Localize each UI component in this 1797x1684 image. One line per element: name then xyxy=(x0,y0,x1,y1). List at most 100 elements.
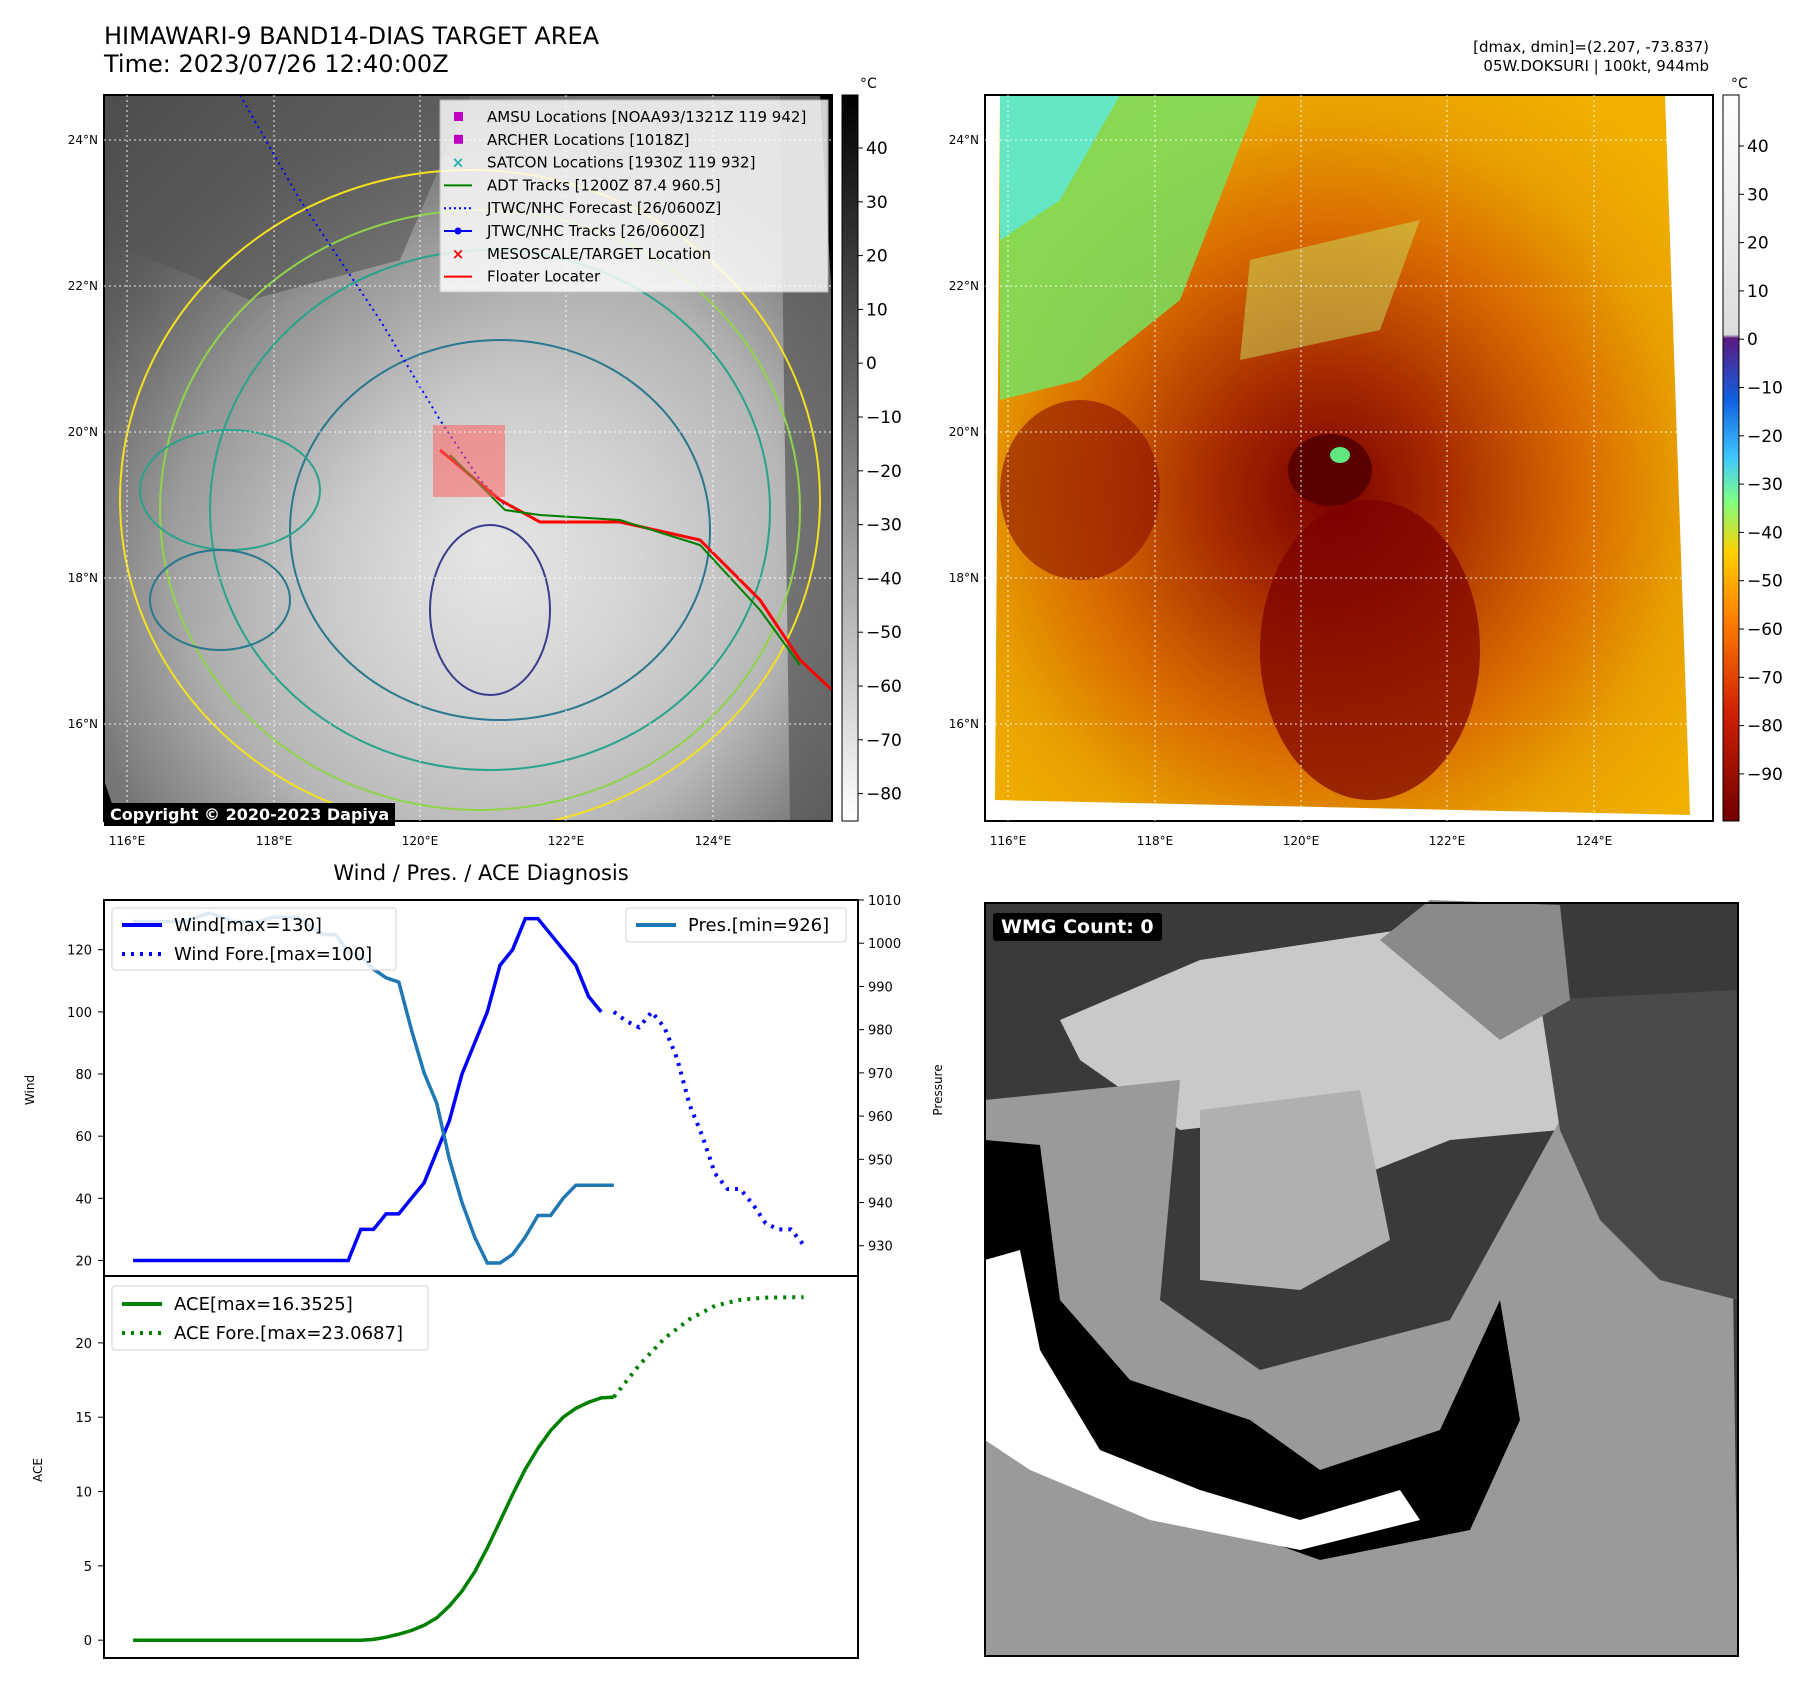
legend-label: Wind[max=130] xyxy=(174,915,322,936)
series-line xyxy=(133,916,603,1263)
lat-tick-label: 24°N xyxy=(949,133,979,147)
lon-tick-label: 124°E xyxy=(1576,834,1613,848)
wind-y-tick-label: 60 xyxy=(75,1130,92,1145)
color-cb-tick-label: 0 xyxy=(1747,330,1758,350)
legend-box xyxy=(625,907,847,943)
legend-label: Wind Fore.[max=100] xyxy=(174,944,372,965)
lat-tick-label: 16°N xyxy=(949,717,979,731)
series-line xyxy=(612,1295,804,1399)
legend-label: ACE[max=16.3525] xyxy=(174,1294,353,1315)
wind-y-tick-label: 120 xyxy=(67,944,92,959)
legend-label: MESOSCALE/TARGET Location xyxy=(487,245,711,263)
color-cb-tick-label: −40 xyxy=(1747,523,1783,543)
map-legend: AMSU Locations [NOAA93/1321Z 119 942] ARC… xyxy=(439,99,829,293)
legend-label: Pres.[min=926] xyxy=(688,915,829,936)
gray-cb-tick-label: −40 xyxy=(866,569,902,589)
gray-cb-tick-label: 20 xyxy=(866,247,888,267)
wind-axis-label: Wind xyxy=(23,1075,37,1105)
wmg-panel-image xyxy=(985,900,1738,1656)
gray-cb-tick-label: 10 xyxy=(866,300,888,320)
legend-marker: × xyxy=(452,245,465,263)
gray-cb-tick-label: −30 xyxy=(866,516,902,536)
lon-tick-label: 124°E xyxy=(695,834,732,848)
color-cb-tick-label: −80 xyxy=(1747,717,1783,737)
pres-y-tick-label: 990 xyxy=(868,980,893,995)
lat-tick-label: 18°N xyxy=(68,571,98,585)
wind-pres-plot: 20 40 60 80 100 120 930 940 950 960 970 980 990 1000 1… xyxy=(23,894,945,1269)
ace-legend: ACE[max=16.3525] ACE Fore.[max=23.0687] xyxy=(111,1285,429,1351)
lat-tick-label: 20°N xyxy=(949,425,979,439)
stats-line-1: [dmax, dmin]=(2.207, -73.837) xyxy=(1473,38,1709,56)
color-cb-tick-label: 30 xyxy=(1747,185,1769,205)
legend-label: JTWC/NHC Tracks [26/0600Z] xyxy=(486,222,705,240)
copyright-label: Copyright © 2020-2023 Dapiya xyxy=(104,803,396,826)
wmg-count-badge: WMG Count: 0 xyxy=(993,913,1162,941)
lat-tick-label: 22°N xyxy=(68,279,98,293)
pres-y-tick-label: 950 xyxy=(868,1153,893,1168)
color-cb-tick-label: −90 xyxy=(1747,765,1783,785)
color-cb-tick-label: −60 xyxy=(1747,620,1783,640)
legend-label: ACE Fore.[max=23.0687] xyxy=(174,1323,403,1344)
legend-label: SATCON Locations [1930Z 119 932] xyxy=(487,154,755,172)
pres-y-tick-label: 980 xyxy=(868,1024,893,1039)
color-cb-tick-label: 20 xyxy=(1747,234,1769,254)
gray-colorbar-unit: °C xyxy=(860,76,877,92)
wind-y-tick-label: 20 xyxy=(75,1254,92,1269)
legend-marker: × xyxy=(452,154,465,172)
color-colorbar-unit: °C xyxy=(1731,76,1748,92)
lon-tick-label: 116°E xyxy=(109,834,146,848)
ace-y-tick-label: 5 xyxy=(84,1560,92,1575)
color-cb-tick-label: −10 xyxy=(1747,379,1783,399)
lon-tick-label: 120°E xyxy=(1283,834,1320,848)
pres-y-tick-label: 970 xyxy=(868,1067,893,1082)
title-line-2: Time: 2023/07/26 12:40:00Z xyxy=(104,50,449,78)
figure-title: HIMAWARI-9 BAND14-DIAS TARGET AREA Time:… xyxy=(104,22,599,78)
gray-cb-tick-label: −50 xyxy=(866,623,902,643)
color-cb-tick-label: −50 xyxy=(1747,572,1783,592)
gray-cb-tick-label: −70 xyxy=(866,731,902,751)
lon-tick-label: 116°E xyxy=(990,834,1027,848)
color-cb-tick-label: 40 xyxy=(1747,137,1769,157)
gray-cb-tick-label: −20 xyxy=(866,462,902,482)
pres-y-tick-label: 960 xyxy=(868,1110,893,1125)
pres-y-tick-label: 930 xyxy=(868,1240,893,1255)
legend-label: ARCHER Locations [1018Z] xyxy=(487,131,690,149)
pres-y-tick-label: 1000 xyxy=(868,937,901,952)
color-colorbar-ticks: 40 30 20 10 0 −10 −20 −30 −40 −50 −60 −70 −80 −90 xyxy=(1739,137,1783,785)
wind-y-tick-label: 80 xyxy=(75,1068,92,1083)
legend-label: ADT Tracks [1200Z 87.4 960.5] xyxy=(487,176,721,194)
ace-axes xyxy=(103,1275,859,1659)
color-colorbar xyxy=(1722,94,1740,822)
ir-gray-frame xyxy=(103,94,833,822)
ace-y-tick-label: 15 xyxy=(75,1411,92,1426)
lon-tick-label: 120°E xyxy=(402,834,439,848)
legend-label: Floater Locater xyxy=(487,268,601,286)
pres-y-tick-label: 940 xyxy=(868,1197,893,1212)
legend-marker xyxy=(454,112,463,121)
legend-label: JTWC/NHC Forecast [26/0600Z] xyxy=(486,199,721,217)
gray-cb-tick-label: −60 xyxy=(866,677,902,697)
ace-axis-label: ACE xyxy=(31,1458,45,1482)
wind-y-tick-label: 40 xyxy=(75,1192,92,1207)
pressure-legend: Pres.[min=926] xyxy=(625,907,847,943)
lon-tick-label: 122°E xyxy=(1429,834,1466,848)
gray-cb-tick-label: 40 xyxy=(866,139,888,159)
series-line xyxy=(133,1395,614,1642)
color-cb-tick-label: 10 xyxy=(1747,282,1769,302)
color-cb-tick-label: −70 xyxy=(1747,668,1783,688)
ace-y-tick-label: 20 xyxy=(75,1337,92,1352)
ace-y-tick-label: 0 xyxy=(84,1634,92,1649)
color-cb-tick-label: −20 xyxy=(1747,427,1783,447)
color-cb-tick-label: −30 xyxy=(1747,475,1783,495)
legend-marker-dot xyxy=(454,227,462,235)
ir-color-frame xyxy=(984,94,1714,822)
gray-cb-tick-label: 30 xyxy=(866,193,888,213)
legend-label: AMSU Locations [NOAA93/1321Z 119 942] xyxy=(487,108,806,126)
lon-tick-label: 118°E xyxy=(1137,834,1174,848)
series-line xyxy=(612,1008,806,1247)
ace-y-tick-label: 10 xyxy=(75,1486,92,1501)
gray-colorbar-ticks: 40 30 20 10 0 −10 −20 −30 −40 −50 −60 −70 −80 xyxy=(858,139,902,805)
pres-y-tick-label: 1010 xyxy=(868,894,901,909)
wind-y-tick-label: 100 xyxy=(67,1006,92,1021)
